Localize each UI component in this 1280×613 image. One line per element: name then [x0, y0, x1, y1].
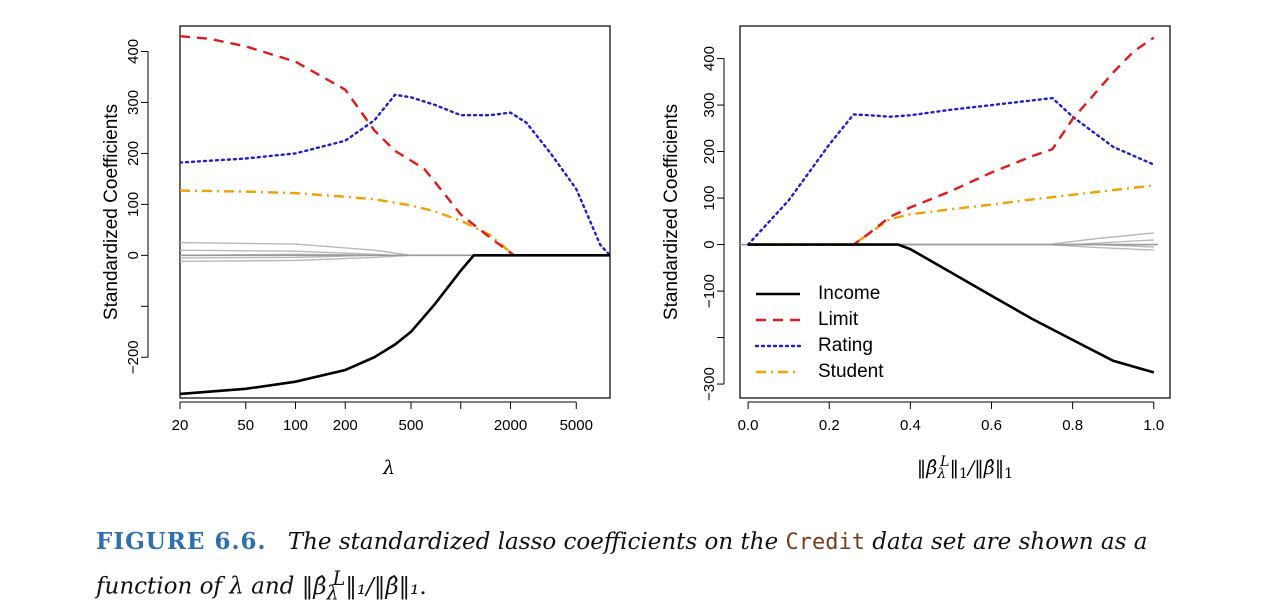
- y-tick-label: 300: [701, 93, 718, 118]
- legend-label-rating: Rating: [818, 335, 873, 356]
- y-tick-label: 400: [125, 39, 142, 64]
- x-tick-label: 0.0: [738, 417, 759, 434]
- series-line-rating: [746, 96, 1156, 246]
- caption-label: FIGURE 6.6.: [96, 528, 267, 555]
- x-tick-label: 0.2: [819, 417, 840, 434]
- y-tick-label: 200: [125, 141, 142, 166]
- figure-caption: FIGURE 6.6. The standardized lasso coeff…: [96, 524, 1196, 611]
- series-line-limit: [748, 36, 1155, 246]
- other-coefficient-line: [180, 241, 610, 257]
- y-axis-title: Standardized Coefficients: [101, 104, 122, 320]
- x-tick-label: 5000: [560, 417, 593, 434]
- x-tick-label: 2000: [494, 417, 527, 434]
- series-line-income: [180, 254, 610, 396]
- plot-frame: [739, 25, 1171, 399]
- y-tick-label: 100: [701, 186, 718, 211]
- plot-frame: [179, 25, 611, 399]
- caption-norm: ‖β̂λL‖₁/‖β̂‖₁.: [301, 567, 427, 605]
- x-tick-label: 500: [398, 417, 423, 434]
- y-tick-label: 200: [701, 139, 718, 164]
- y-tick-label: 0: [125, 251, 142, 259]
- y-tick-label: 400: [701, 46, 718, 71]
- right-panel: 0.0 0.2 0.4 0.6 0.8 1.0 −300 −100 0 100 200 300 400 S…: [661, 25, 1171, 482]
- series-line-student: [180, 189, 610, 257]
- y-tick-label: 100: [125, 192, 142, 217]
- series-line-student: [748, 184, 1154, 246]
- y-tick-label: −200: [125, 340, 142, 374]
- x-tick-label: 1.0: [1143, 417, 1164, 434]
- caption-text-3: and: [251, 573, 295, 600]
- x-tick-label: 50: [237, 417, 254, 434]
- x-tick-label: 0.4: [900, 417, 921, 434]
- series-group: [740, 36, 1158, 374]
- x-tick-label: 20: [172, 417, 189, 434]
- lasso-figure: 20 50 100 200 500 2000 5000−2000100200300400St…: [101, 25, 1171, 482]
- caption-code: Credit: [785, 530, 865, 555]
- series-line-income: [748, 243, 1155, 374]
- y-tick-label: 0: [701, 240, 718, 248]
- caption-text-1: The standardized lasso coefficients on t…: [287, 529, 779, 555]
- y-tick-label: −100: [701, 274, 718, 308]
- left-panel: 20 50 100 200 500 2000 5000 −200 0 100 200 300 400 St…: [101, 25, 611, 479]
- y-tick-label: −300: [701, 367, 718, 401]
- x-tick-label: 0.8: [1062, 417, 1083, 434]
- legend: Income Limit Rating Student: [754, 283, 884, 382]
- x-tick-label: 100: [283, 417, 308, 434]
- x-tick-label: 200: [333, 417, 358, 434]
- series-group: [180, 35, 610, 396]
- x-tick-label: 0.6: [981, 417, 1002, 434]
- legend-label-limit: Limit: [818, 309, 859, 330]
- y-axis-title: Standardized Coefficients: [661, 104, 682, 320]
- y-tick-label: 300: [125, 90, 142, 115]
- caption-lambda: λ: [229, 573, 244, 600]
- legend-label-income: Income: [818, 283, 880, 304]
- x-axis-title: ‖β̂λL‖1/‖β̂‖1: [917, 454, 1013, 482]
- x-axis-title: λ: [382, 457, 395, 479]
- legend-label-student: Student: [818, 361, 884, 382]
- caption-text-2: data set are shown as a function of: [96, 529, 1148, 600]
- series-line-rating: [180, 93, 610, 257]
